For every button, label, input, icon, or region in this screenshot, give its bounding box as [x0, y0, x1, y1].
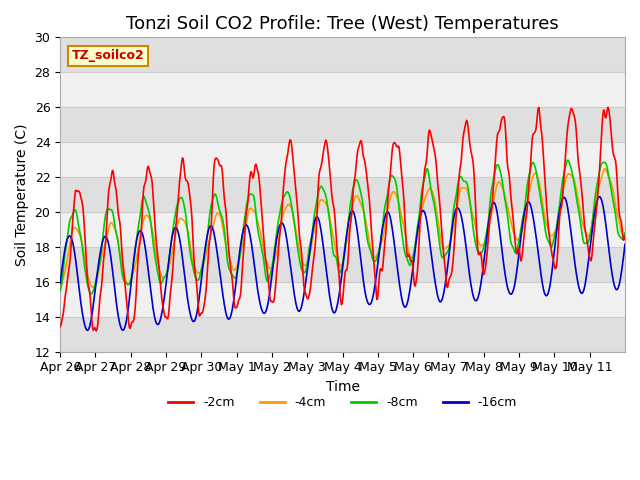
Bar	[60, 37, 625, 72]
Y-axis label: Soil Temperature (C): Soil Temperature (C)	[15, 123, 29, 266]
Text: TZ_soilco2: TZ_soilco2	[72, 49, 144, 62]
Title: Tonzi Soil CO2 Profile: Tree (West) Temperatures: Tonzi Soil CO2 Profile: Tree (West) Temp…	[126, 15, 559, 33]
Bar	[60, 317, 625, 351]
X-axis label: Time: Time	[326, 380, 360, 394]
Legend: -2cm, -4cm, -8cm, -16cm: -2cm, -4cm, -8cm, -16cm	[163, 391, 522, 414]
Bar	[60, 107, 625, 142]
Bar	[60, 177, 625, 212]
Bar	[60, 247, 625, 282]
